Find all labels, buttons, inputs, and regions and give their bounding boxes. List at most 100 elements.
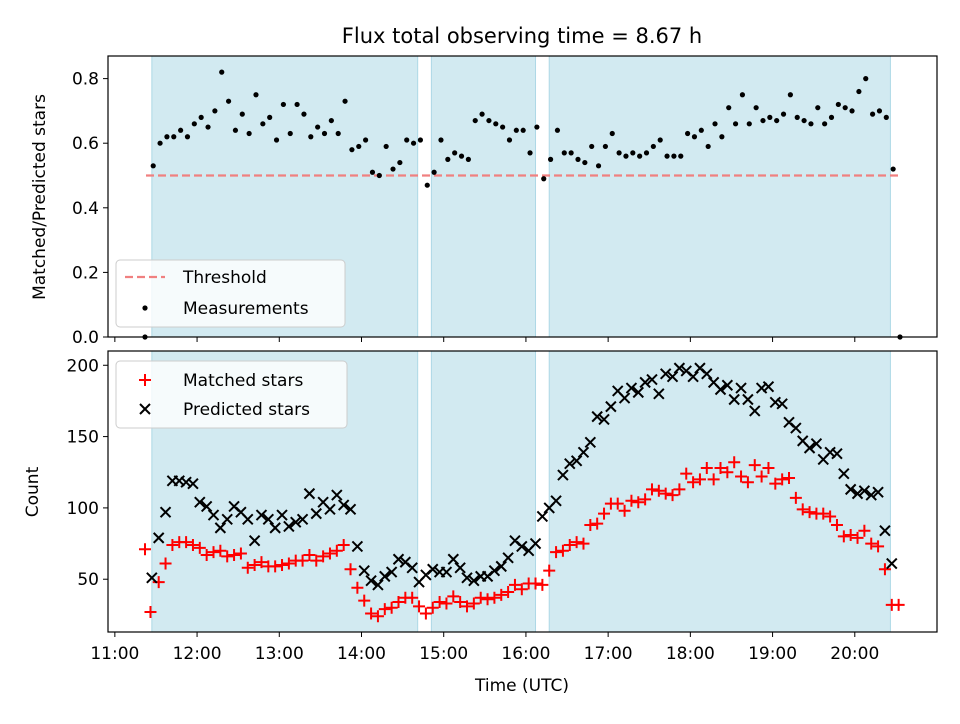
measurement-point (390, 166, 396, 172)
measurement-point (589, 143, 595, 150)
matched-star-point (323, 547, 336, 560)
matched-star-point (344, 563, 357, 576)
matched-star-point (269, 560, 282, 573)
matched-star-point (741, 476, 754, 489)
matched-star-point (454, 596, 467, 609)
predicted-star-point (790, 422, 802, 434)
matched-star-point (735, 470, 748, 483)
predicted-star-point (290, 516, 302, 528)
matched-star-point (461, 600, 474, 613)
predicted-star-point (406, 562, 418, 574)
measurement-point (225, 98, 232, 104)
matched-star-point (632, 496, 645, 509)
matched-star-point (495, 588, 508, 601)
measurement-point (157, 140, 163, 146)
predicted-star-point (331, 489, 343, 501)
measurement-point (705, 143, 711, 150)
measurement-point (287, 130, 293, 137)
measurement-point (568, 150, 574, 156)
measurement-point (424, 182, 430, 188)
measurement-point (205, 124, 211, 130)
measurement-point (554, 127, 561, 133)
predicted-star-point (659, 368, 672, 380)
measurement-point (527, 150, 533, 156)
matched-star-point (878, 563, 891, 576)
bottom-y-ticks: 50 100 150 200 (67, 356, 108, 590)
matched-star-point (358, 594, 371, 607)
measurement-point (876, 108, 883, 114)
matched-star-point (872, 540, 885, 553)
matched-legend-label: Matched stars (183, 371, 303, 391)
measurement-point (164, 134, 170, 140)
bottom-window-2 (548, 350, 891, 633)
measurement-point (801, 117, 807, 124)
matched-star-points (138, 456, 905, 623)
top-x-ticks (114, 337, 856, 342)
matched-star-point (666, 489, 679, 502)
bottom-x-ticks: 11:00 12:00 13:00 14:00 15:00 16:00 17:00 18:00… (90, 632, 879, 664)
predicted-star-point (248, 535, 261, 547)
measurement-point (609, 130, 615, 137)
matched-star-point (474, 591, 487, 604)
predicted-star-point (447, 553, 460, 565)
predicted-star-point (379, 570, 391, 583)
matched-star-point (748, 459, 761, 472)
predicted-star-point (762, 380, 775, 393)
matched-star-point (611, 497, 624, 510)
predicted-star-point (570, 455, 583, 467)
top-legend-box (115, 259, 346, 328)
matched-star-point (228, 548, 241, 561)
predicted-star-point (488, 564, 501, 577)
matched-star-point (659, 487, 672, 500)
predicted-star-point (591, 410, 603, 423)
predicted-star-point (721, 379, 734, 391)
matched-star-point (433, 596, 446, 609)
measurement-point (561, 150, 567, 156)
predicted-star-point (351, 540, 364, 553)
predicted-star-point (577, 446, 590, 458)
matched-star-point (502, 586, 515, 599)
measurement-point (383, 143, 389, 150)
matched-star-point (426, 601, 439, 614)
bottom-legend-box (115, 360, 348, 429)
predicted-star-point (365, 574, 377, 587)
predicted-star-point (776, 398, 788, 410)
top-ytick-label: 0.2 (72, 263, 99, 283)
xtick-label: 12:00 (173, 644, 222, 664)
xtick-label: 16:00 (501, 644, 550, 664)
predicted-star-point (701, 368, 713, 380)
predicted-star-point (427, 563, 439, 575)
measurement-point (458, 153, 465, 159)
measurement-point (294, 101, 300, 108)
measurement-point (315, 124, 321, 130)
measurement-point (815, 105, 821, 111)
matched-star-point (330, 544, 343, 557)
matched-star-point (193, 541, 206, 554)
chart-title: Flux total observing time = 8.67 h (342, 24, 702, 48)
matched-star-point (207, 546, 220, 559)
matched-star-point (789, 491, 802, 504)
measurement-point (808, 121, 814, 127)
predicted-star-point (879, 525, 891, 537)
measurement-point (500, 124, 506, 130)
measurement-point (822, 121, 828, 127)
predicted-star-point (632, 386, 644, 399)
measurement-point (739, 92, 746, 98)
xtick-label: 15:00 (419, 644, 468, 664)
xtick-label: 20:00 (830, 644, 879, 664)
predicted-star-point (146, 572, 158, 584)
matched-star-point (186, 538, 199, 551)
measurement-point (335, 130, 341, 137)
measurement-point (726, 105, 732, 111)
predicted-star-point (269, 522, 281, 534)
measurement-point (438, 137, 444, 143)
bottom-legend: Matched stars Predicted stars (115, 360, 348, 429)
measurement-point (328, 117, 334, 124)
matched-star-point (830, 519, 843, 532)
matched-star-point (152, 576, 165, 589)
matched-star-point (310, 554, 323, 567)
matched-star-point (241, 561, 254, 574)
matched-star-point (700, 461, 713, 474)
matched-star-point (337, 538, 350, 551)
